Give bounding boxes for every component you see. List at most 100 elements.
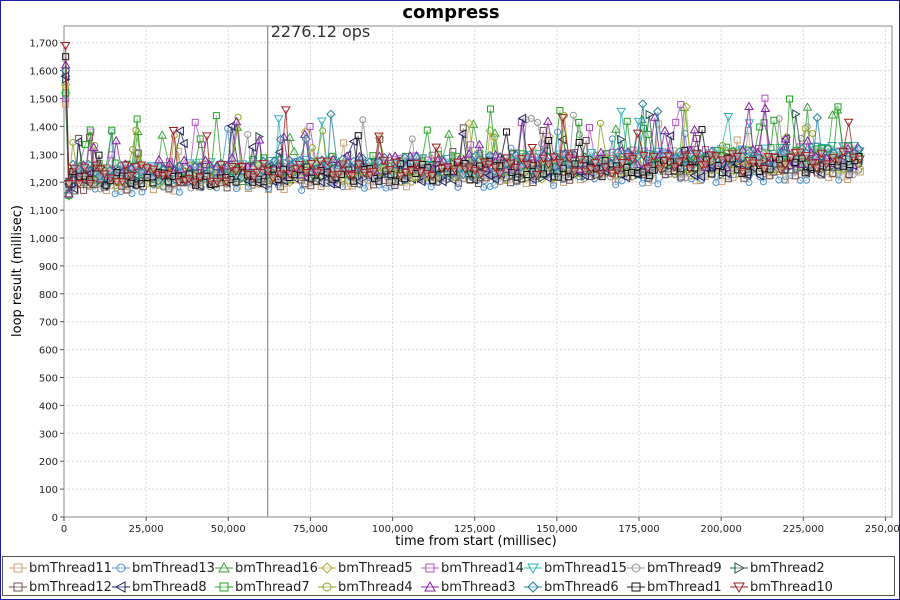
legend-swatch <box>9 582 27 592</box>
data-point <box>780 160 791 170</box>
data-point <box>237 162 248 172</box>
data-point <box>586 148 597 158</box>
data-point <box>712 179 720 187</box>
data-point <box>113 169 121 177</box>
legend-swatch-marker <box>733 582 745 593</box>
data-point <box>212 112 220 120</box>
data-point <box>127 179 135 187</box>
data-point <box>545 136 553 144</box>
data-point <box>645 109 655 120</box>
data-point <box>648 152 659 162</box>
data-point <box>811 164 822 173</box>
y-tick-label: 1,500 <box>29 95 58 106</box>
data-point <box>677 101 685 109</box>
data-point <box>275 170 286 180</box>
data-point <box>725 175 733 183</box>
data-point <box>95 165 106 174</box>
data-point <box>316 117 327 127</box>
data-point <box>132 181 140 189</box>
legend-label: bmThread5 <box>338 560 413 576</box>
data-point <box>354 132 362 140</box>
data-point <box>684 165 695 174</box>
data-point <box>843 118 854 128</box>
legend-label: bmThread2 <box>750 560 825 576</box>
data-point <box>538 154 549 164</box>
data-point <box>590 159 601 168</box>
data-point <box>88 142 99 151</box>
data-point <box>782 173 790 181</box>
data-point <box>846 161 854 169</box>
legend-swatch <box>112 563 130 573</box>
data-point <box>331 179 341 189</box>
data-point <box>391 177 399 185</box>
data-point <box>834 103 842 111</box>
x-tick-label: 175,000 <box>618 524 659 535</box>
data-point <box>268 174 278 183</box>
legend-swatch-marker <box>527 581 539 593</box>
legend-item: bmThread15 <box>524 558 627 578</box>
data-point <box>775 156 783 164</box>
data-point <box>802 135 813 145</box>
data-point <box>301 180 309 188</box>
data-point <box>816 149 827 159</box>
data-point <box>550 173 558 181</box>
data-point <box>449 148 457 156</box>
data-point <box>596 147 606 157</box>
legend-item: bmThread14 <box>421 558 524 578</box>
data-point <box>744 168 752 176</box>
data-point <box>125 172 136 181</box>
data-point <box>786 95 794 103</box>
data-point <box>232 185 240 193</box>
data-point <box>406 160 414 168</box>
data-point <box>527 143 538 153</box>
data-point <box>856 168 864 176</box>
data-point <box>792 109 801 119</box>
data-point <box>423 126 431 134</box>
data-point <box>120 161 131 171</box>
data-point <box>581 156 589 164</box>
data-point <box>319 127 327 135</box>
data-point <box>227 153 238 162</box>
data-point <box>700 160 711 170</box>
data-point <box>195 173 205 182</box>
chart-plot: compress 0 100 200 300 400 500 600 700 800 900 1,0… <box>10 2 900 549</box>
legend-item: bmThread8 <box>112 577 207 597</box>
data-point <box>649 166 657 174</box>
data-point <box>582 137 590 145</box>
x-tick-label: 0 <box>61 524 67 535</box>
data-point <box>539 126 547 134</box>
data-point <box>307 182 315 190</box>
y-tick-label: 1,000 <box>29 234 58 245</box>
data-point <box>384 166 395 175</box>
data-point <box>543 116 553 125</box>
data-point <box>769 153 780 162</box>
y-tick-label: 400 <box>39 401 58 412</box>
data-point <box>549 153 559 163</box>
data-point <box>775 176 783 184</box>
y-tick-label: 1,600 <box>29 67 58 78</box>
legend-item: bmThread11 <box>9 558 112 578</box>
data-point <box>505 159 516 169</box>
legend-item: bmThread9 <box>627 558 722 578</box>
data-point <box>470 150 481 161</box>
data-point <box>845 170 853 178</box>
data-point <box>543 160 554 169</box>
data-point <box>737 168 748 177</box>
x-tick-label: 150,000 <box>536 524 577 535</box>
data-point <box>416 176 426 187</box>
data-point <box>326 109 336 119</box>
data-point <box>495 151 505 161</box>
legend-label: bmThread4 <box>338 579 413 595</box>
legend-swatch <box>627 563 645 573</box>
data-point <box>69 164 80 174</box>
data-point <box>780 133 791 143</box>
x-tick-label: 75,000 <box>293 524 328 535</box>
data-point <box>598 173 606 181</box>
data-point <box>698 126 706 134</box>
data-point <box>202 132 212 141</box>
data-point <box>306 123 314 131</box>
data-point <box>759 165 770 174</box>
data-point <box>281 106 291 115</box>
data-point <box>227 176 235 184</box>
chart-title: compress <box>402 2 499 23</box>
